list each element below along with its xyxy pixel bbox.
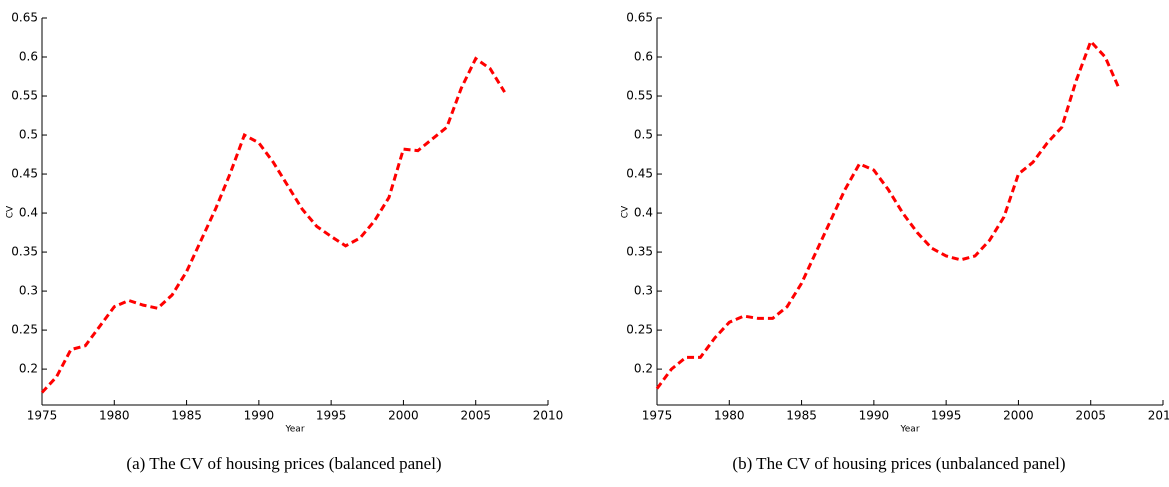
y-axis-label: CV bbox=[621, 205, 631, 218]
caption: (b) The CV of housing prices (unbalanced… bbox=[732, 454, 1065, 473]
y-tick-label: 0.3 bbox=[634, 284, 653, 298]
x-tick-label: 2005 bbox=[1075, 409, 1106, 423]
x-tick-label: 1990 bbox=[244, 409, 275, 423]
y-tick-label: 0.65 bbox=[626, 11, 653, 25]
x-tick-label: 1990 bbox=[859, 409, 890, 423]
data-line bbox=[40, 56, 506, 394]
y-tick-label: 0.45 bbox=[626, 167, 653, 181]
y-tick-label: 0.3 bbox=[19, 284, 38, 298]
x-tick-label: 2005 bbox=[460, 409, 491, 423]
y-tick-label: 0.4 bbox=[634, 206, 653, 220]
y-tick-label: 0.55 bbox=[626, 89, 653, 103]
x-tick-label: 2000 bbox=[1003, 409, 1034, 423]
x-tick-label: 1985 bbox=[786, 409, 817, 423]
x-tick-label: 1985 bbox=[171, 409, 202, 423]
x-tick-label: 1980 bbox=[714, 409, 745, 423]
y-tick-label: 0.6 bbox=[19, 50, 38, 64]
y-tick-label: 0.55 bbox=[11, 89, 38, 103]
y-tick-label: 0.2 bbox=[634, 362, 653, 376]
y-tick-label: 0.25 bbox=[626, 323, 653, 337]
y-tick-label: 0.25 bbox=[11, 323, 38, 337]
x-tick-label: 1995 bbox=[316, 409, 347, 423]
y-tick-label: 0.4 bbox=[19, 206, 38, 220]
x-tick-label: 2000 bbox=[388, 409, 419, 423]
x-tick-label: 2010 bbox=[1148, 409, 1169, 423]
caption: (a) The CV of housing prices (balanced p… bbox=[126, 454, 441, 473]
data-line bbox=[655, 38, 1122, 390]
y-tick-label: 0.2 bbox=[19, 362, 38, 376]
y-tick-label: 0.5 bbox=[634, 128, 653, 142]
y-tick-label: 0.35 bbox=[626, 245, 653, 259]
y-tick-label: 0.5 bbox=[19, 128, 38, 142]
x-axis-label: Year bbox=[284, 425, 304, 435]
x-tick-label: 1975 bbox=[27, 409, 58, 423]
y-axis-label: CV bbox=[6, 205, 16, 218]
y-tick-label: 0.35 bbox=[11, 245, 38, 259]
x-tick-label: 1975 bbox=[642, 409, 673, 423]
x-tick-label: 2010 bbox=[533, 409, 564, 423]
y-tick-label: 0.6 bbox=[634, 50, 653, 64]
x-tick-label: 1995 bbox=[931, 409, 962, 423]
y-tick-label: 0.65 bbox=[11, 11, 38, 25]
x-axis-label: Year bbox=[899, 425, 919, 435]
x-tick-label: 1980 bbox=[99, 409, 130, 423]
y-tick-label: 0.45 bbox=[11, 167, 38, 181]
